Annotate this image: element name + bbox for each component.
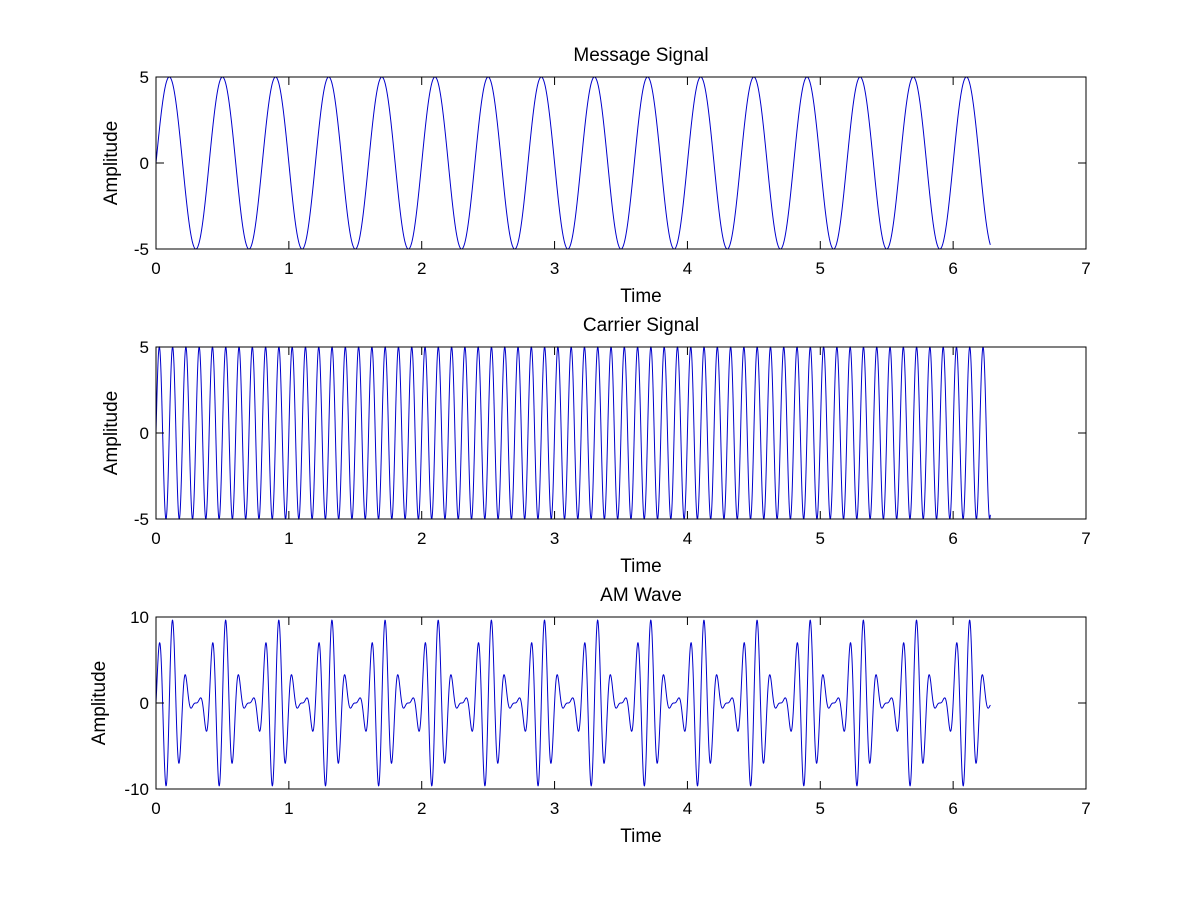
x-tick-label: 4 [683,529,692,548]
x-tick-label: 3 [550,529,559,548]
y-axis-label-3: Amplitude [89,661,110,746]
x-tick-label: 7 [1081,259,1090,278]
y-tick-label: 5 [140,68,149,87]
x-tick-label: 3 [550,799,559,818]
x-tick-label: 0 [151,259,160,278]
x-tick-label: 7 [1081,529,1090,548]
x-tick-label: 7 [1081,799,1090,818]
x-tick-label: 4 [683,259,692,278]
x-tick-label: 5 [816,259,825,278]
x-tick-label: 2 [417,799,426,818]
x-axis-label-3: Time [620,826,662,847]
x-tick-label: 2 [417,259,426,278]
x-tick-label: 1 [284,799,293,818]
x-tick-label: 2 [417,529,426,548]
y-axis-label-1: Amplitude [101,121,122,206]
x-tick-label: 5 [816,799,825,818]
series-line-3-1 [155,619,991,787]
y-tick-label: 0 [140,424,149,443]
y-axis-label-2: Amplitude [101,391,122,476]
y-tick-label: 5 [140,338,149,357]
x-axis-label-2: Time [620,556,662,577]
y-tick-label: 0 [140,694,149,713]
y-tick-label: -5 [134,240,149,259]
x-tick-label: 0 [151,529,160,548]
y-tick-label: -10 [124,780,149,799]
x-tick-label: 4 [683,799,692,818]
chart-title-2: Carrier Signal [583,315,699,336]
x-tick-label: 5 [816,529,825,548]
chart-title-1: Message Signal [573,45,708,66]
series-line-1-1 [155,76,991,250]
x-tick-label: 6 [948,799,957,818]
series-line-2-1 [155,346,991,520]
x-tick-label: 1 [284,259,293,278]
x-tick-label: 3 [550,259,559,278]
y-tick-label: 10 [130,608,149,627]
x-tick-label: 1 [284,529,293,548]
x-axis-label-1: Time [620,286,662,307]
y-tick-label: -5 [134,510,149,529]
x-tick-label: 0 [151,799,160,818]
x-tick-label: 6 [948,529,957,548]
y-tick-label: 0 [140,154,149,173]
chart-title-3: AM Wave [600,585,682,606]
x-tick-label: 6 [948,259,957,278]
